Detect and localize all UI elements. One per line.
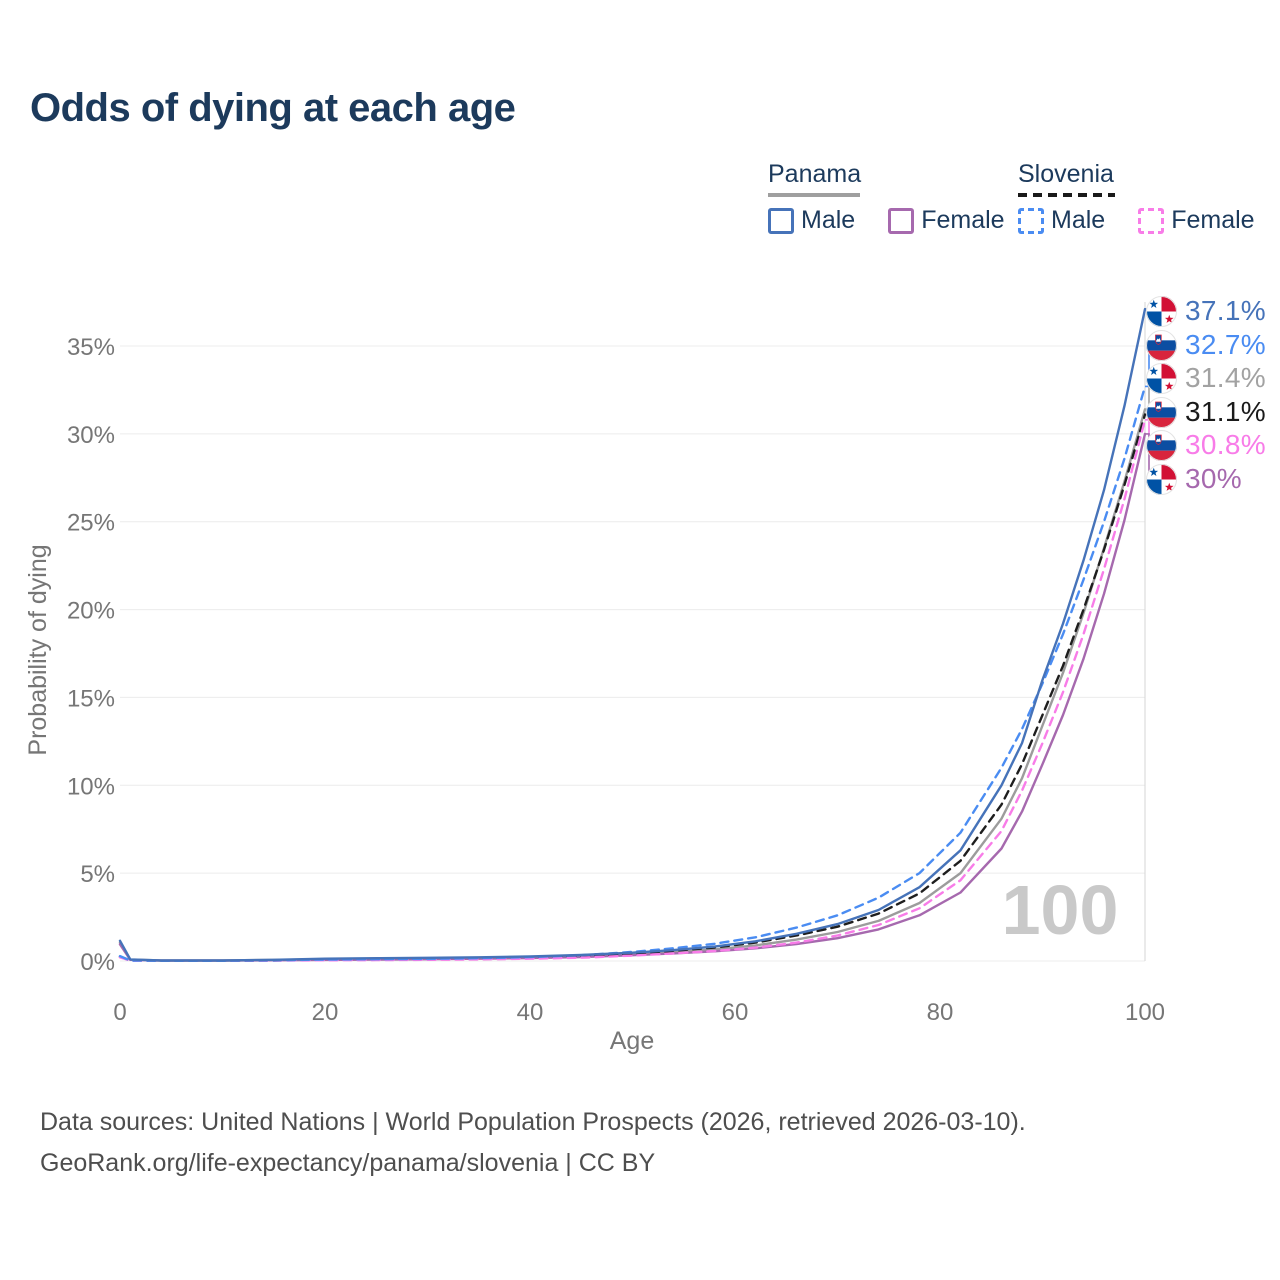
legend-label-panama-male[interactable]: Male: [801, 206, 856, 234]
end-label-row-panama-total: 31.4%: [1146, 361, 1266, 395]
end-label-value: 37.1%: [1185, 295, 1266, 326]
y-tick-label-25: 25%: [67, 510, 115, 537]
hover-age-watermark: 100: [1001, 871, 1119, 949]
legend-swatch-slovenia-female[interactable]: [1138, 207, 1165, 234]
legend-label-panama-female[interactable]: Female: [921, 206, 1005, 234]
page-title: Odds of dying at each age: [30, 86, 516, 130]
end-label-value: 32.7%: [1185, 329, 1266, 360]
y-tick-label-35: 35%: [67, 334, 115, 361]
x-tick-label-60: 60: [722, 999, 749, 1026]
series-line-slovenia-male: [118, 385, 1147, 962]
legend-label-slovenia-female[interactable]: Female: [1171, 206, 1255, 234]
panama-flag-icon: [1146, 295, 1177, 327]
y-tick-label-15: 15%: [67, 685, 115, 712]
panama-flag-icon: [1146, 463, 1177, 495]
slovenia-flag-icon: [1146, 329, 1177, 361]
legend-group-slovenia: Slovenia Male Female: [1018, 160, 1255, 235]
end-label-value: 30%: [1185, 463, 1242, 494]
x-tick-label-0: 0: [113, 999, 126, 1026]
x-tick-label-40: 40: [517, 999, 544, 1026]
footer: Data sources: United Nations | World Pop…: [40, 1102, 1026, 1184]
end-label-value: 30.8%: [1185, 429, 1266, 460]
end-label-row-slovenia-male: 32.7%: [1146, 328, 1266, 362]
series-line-panama-male: [118, 307, 1147, 962]
y-tick-label-10: 10%: [67, 773, 115, 800]
y-tick-label-30: 30%: [67, 422, 115, 449]
slovenia-flag-icon: [1146, 429, 1177, 461]
legend-country-slovenia[interactable]: Slovenia: [1018, 160, 1114, 188]
x-tick-label-80: 80: [927, 999, 954, 1026]
footer-data-sources: Data sources: United Nations | World Pop…: [40, 1108, 1026, 1136]
legend-country-panama[interactable]: Panama: [768, 160, 862, 188]
series-line-slovenia-female: [118, 418, 1147, 962]
panama-flag-icon: [1146, 362, 1177, 394]
end-label-row-slovenia-female: 30.8%: [1146, 428, 1266, 462]
legend-underline-slovenia-dashed: [1018, 193, 1115, 197]
x-tick-label-20: 20: [312, 999, 339, 1026]
end-label-value: 31.1%: [1185, 396, 1266, 427]
end-label-value: 31.4%: [1185, 362, 1266, 393]
y-tick-label-0: 0%: [80, 949, 115, 976]
y-tick-label-5: 5%: [80, 861, 115, 888]
x-axis-title: Age: [610, 1027, 654, 1055]
x-tick-label-100: 100: [1125, 999, 1165, 1026]
slovenia-flag-icon: [1146, 396, 1177, 428]
legend-swatch-panama-female[interactable]: [888, 207, 915, 234]
footer-attribution: GeoRank.org/life-expectancy/panama/slove…: [40, 1149, 656, 1177]
legend-group-panama: Panama Male Female: [768, 160, 1005, 235]
legend-swatch-panama-male[interactable]: [768, 207, 794, 234]
end-label-row-panama-female: 30%: [1146, 462, 1242, 496]
end-label-row-slovenia-total: 31.1%: [1146, 395, 1266, 429]
legend-label-slovenia-male[interactable]: Male: [1051, 206, 1106, 234]
y-tick-label-20: 20%: [67, 598, 115, 625]
y-axis-title: Probability of dying: [24, 544, 52, 755]
legend-underline-panama-solid: [768, 193, 860, 197]
end-label-row-panama-male: 37.1%: [1146, 294, 1266, 328]
legend-swatch-slovenia-male[interactable]: [1018, 207, 1044, 234]
